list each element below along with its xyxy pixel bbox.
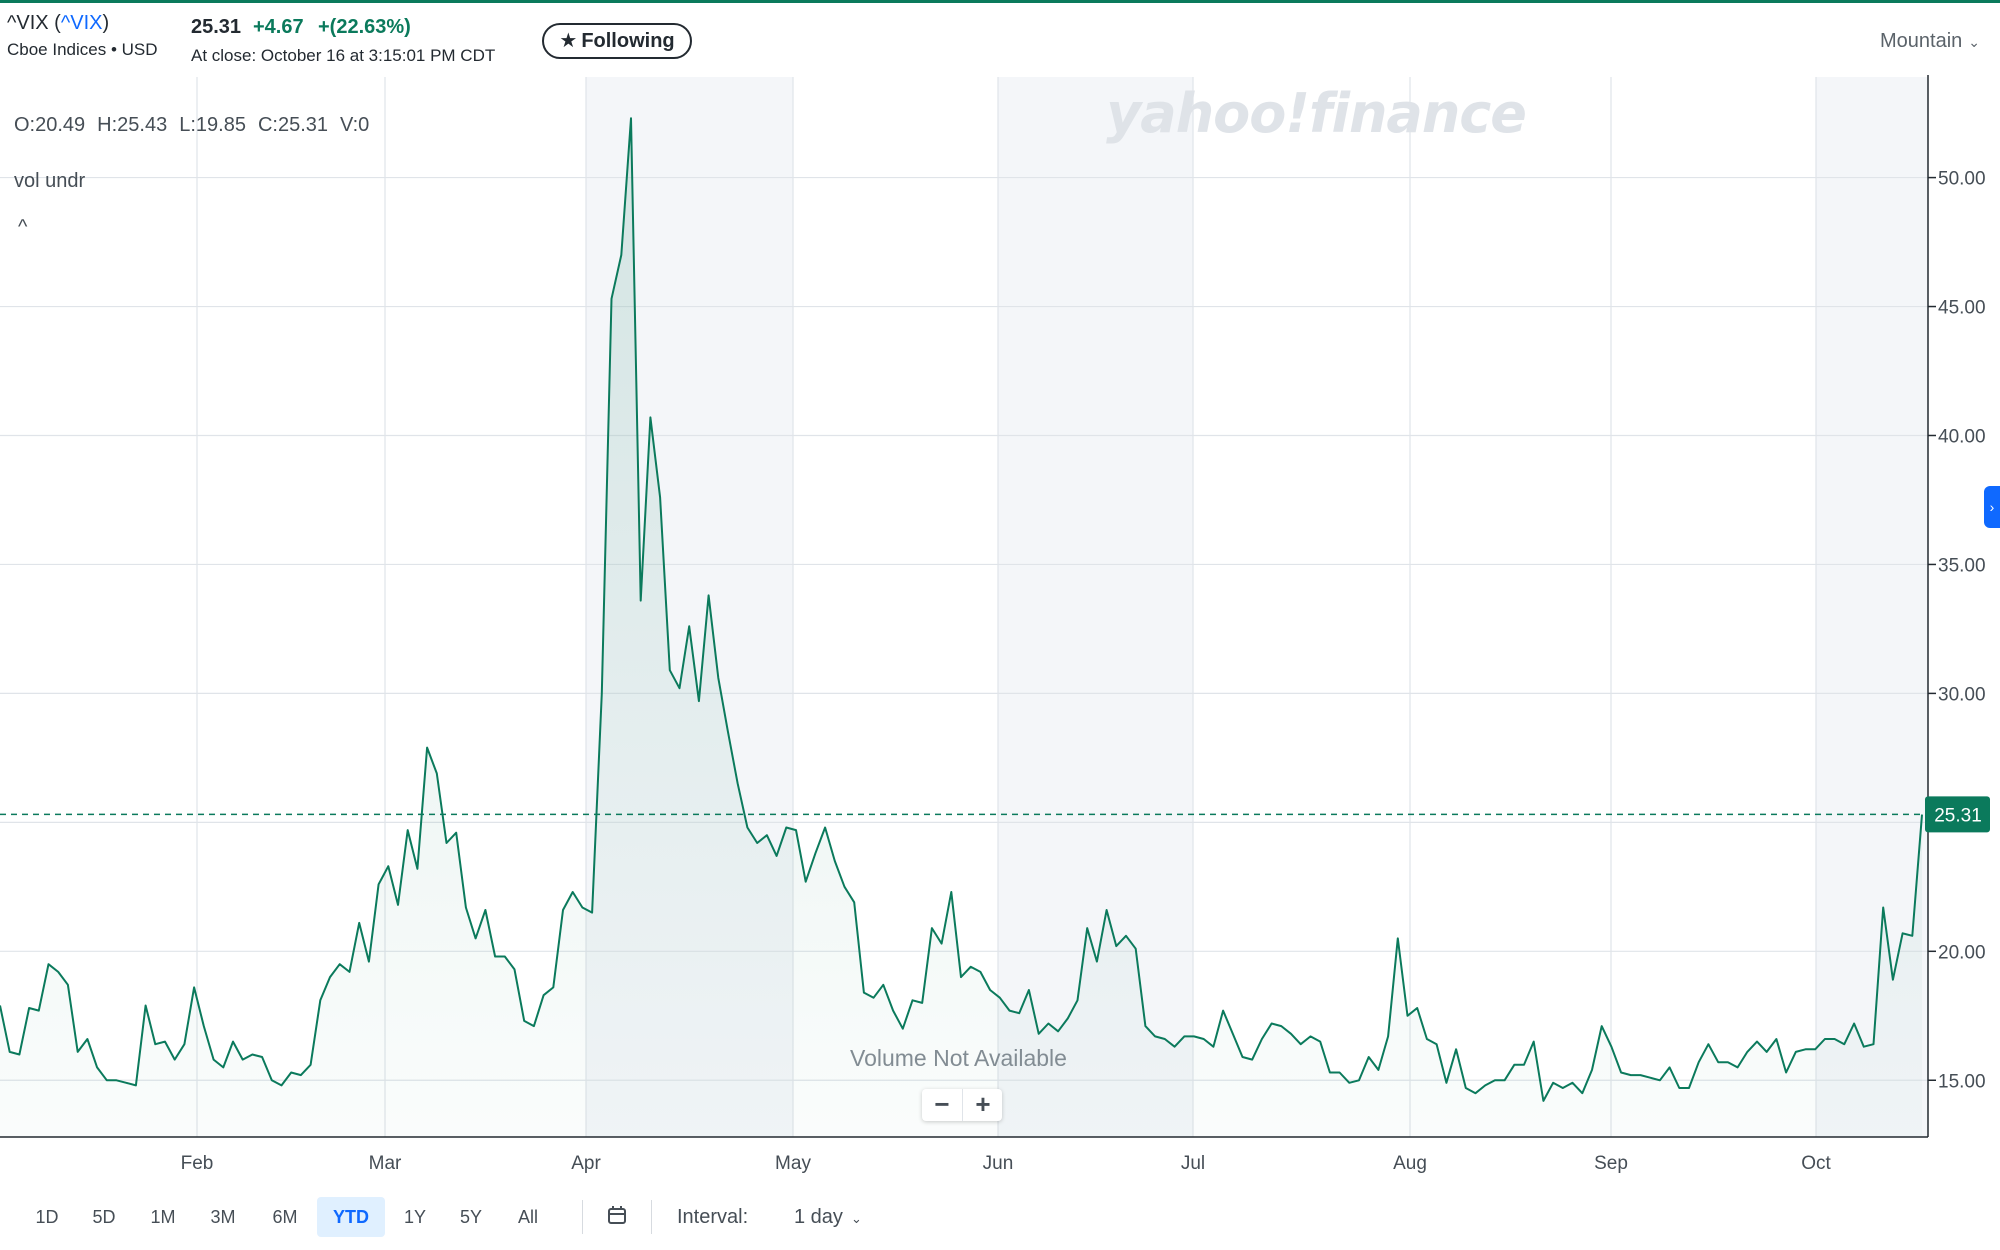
x-tick-label: Aug xyxy=(1393,1153,1427,1174)
price-line xyxy=(0,117,1923,1102)
x-tick-label: Oct xyxy=(1801,1153,1831,1174)
price-value: 25.31 xyxy=(191,16,242,38)
exchange-label: Cboe Indices • USD xyxy=(7,40,158,59)
ohlc-close: C:25.31 xyxy=(257,114,329,136)
y-tick-label: 50.00 xyxy=(1938,169,1986,190)
range-button-5d[interactable]: 5D xyxy=(92,1207,116,1227)
following-label: Following xyxy=(581,30,675,52)
range-button-1y[interactable]: 1Y xyxy=(403,1207,427,1227)
symbol-link[interactable]: ^VIX xyxy=(60,12,103,34)
range-toolbar: 1D 5D 1M 3M 6M YTD 1Y 5Y All Interval: 1 day ⌄ xyxy=(0,1195,2000,1240)
x-tick-label: May xyxy=(775,1153,811,1174)
chart-type-label: Mountain xyxy=(1880,30,1963,52)
symbol-title: ^VIX (^VIX) xyxy=(7,12,109,35)
price-change-percent: +(22.63%) xyxy=(318,16,411,38)
ohlc-low: L:19.85 xyxy=(179,114,246,136)
ohlc-volume: V:0 xyxy=(340,114,370,136)
last-price-badge: 25.31 xyxy=(1925,796,1990,833)
range-button-all[interactable]: All xyxy=(517,1207,538,1227)
y-tick-label: 30.00 xyxy=(1938,684,1986,705)
ohlc-readout: O:20.49 H:25.43 L:19.85 C:25.31 V:0 xyxy=(14,114,381,137)
study-label[interactable]: vol undr xyxy=(14,170,86,192)
collapse-chevron-icon[interactable]: ^ xyxy=(18,216,28,238)
chevron-right-icon: › xyxy=(1989,499,1995,515)
y-tick-label: 40.00 xyxy=(1938,426,1986,447)
x-tick-label: Mar xyxy=(369,1153,402,1174)
calendar-icon[interactable] xyxy=(606,1204,628,1226)
zoom-controls: − + xyxy=(922,1089,1002,1121)
star-icon: ★ xyxy=(559,30,578,52)
x-tick-label: Apr xyxy=(571,1153,601,1174)
chevron-down-icon: ⌄ xyxy=(1968,34,1981,50)
price-change: +4.67 xyxy=(253,16,304,38)
following-button[interactable]: ★ Following xyxy=(542,23,692,59)
y-tick-label: 35.00 xyxy=(1938,555,1986,576)
x-tick-label: Jun xyxy=(983,1153,1014,1174)
zoom-in-button[interactable]: + xyxy=(962,1089,1003,1121)
toolbar-divider xyxy=(651,1200,652,1234)
price-area-fill xyxy=(0,118,1922,1138)
interval-value: 1 day xyxy=(794,1206,843,1228)
x-tick-label: Jul xyxy=(1181,1153,1205,1174)
top-accent-rule xyxy=(0,0,2000,3)
toolbar-divider xyxy=(582,1200,583,1234)
chevron-down-icon: ⌄ xyxy=(850,1211,862,1226)
side-panel-toggle[interactable]: › xyxy=(1984,486,2000,528)
chart-type-dropdown[interactable]: Mountain ⌄ xyxy=(1880,30,1980,53)
range-button-ytd[interactable]: YTD xyxy=(317,1197,385,1237)
quote-header: ^VIX (^VIX) Cboe Indices • USD 25.31 +4.… xyxy=(0,3,2000,75)
ohlc-high: H:25.43 xyxy=(97,114,168,136)
symbol-paren-open: ( xyxy=(48,12,61,34)
range-button-3m[interactable]: 3M xyxy=(210,1207,236,1227)
range-button-6m[interactable]: 6M xyxy=(272,1207,298,1227)
x-tick-label: Sep xyxy=(1594,1153,1628,1174)
close-timestamp: At close: October 16 at 3:15:01 PM CDT xyxy=(191,46,496,65)
y-tick-label: 20.00 xyxy=(1938,942,1986,963)
ohlc-open: O:20.49 xyxy=(14,114,86,136)
range-button-1d[interactable]: 1D xyxy=(35,1207,59,1227)
last-price-label: 25.31 xyxy=(1934,805,1982,826)
zoom-out-button[interactable]: − xyxy=(934,1089,950,1119)
symbol-paren-close: ) xyxy=(102,12,110,34)
price-chart[interactable]: yahoo!finance 15.0020.0025.0030.0035.004… xyxy=(0,75,2000,1195)
y-tick-label: 45.00 xyxy=(1938,298,1986,319)
volume-not-available: Volume Not Available xyxy=(850,1045,1067,1071)
range-button-1m[interactable]: 1M xyxy=(150,1207,176,1227)
y-tick-label: 15.00 xyxy=(1938,1071,1986,1092)
yahoo-finance-watermark: yahoo!finance xyxy=(1106,82,1526,145)
interval-dropdown[interactable]: 1 day ⌄ xyxy=(794,1197,862,1239)
symbol-text: ^VIX xyxy=(7,12,49,34)
x-tick-label: Feb xyxy=(181,1153,214,1174)
interval-label: Interval: xyxy=(677,1206,749,1228)
range-button-5y[interactable]: 5Y xyxy=(459,1207,483,1227)
